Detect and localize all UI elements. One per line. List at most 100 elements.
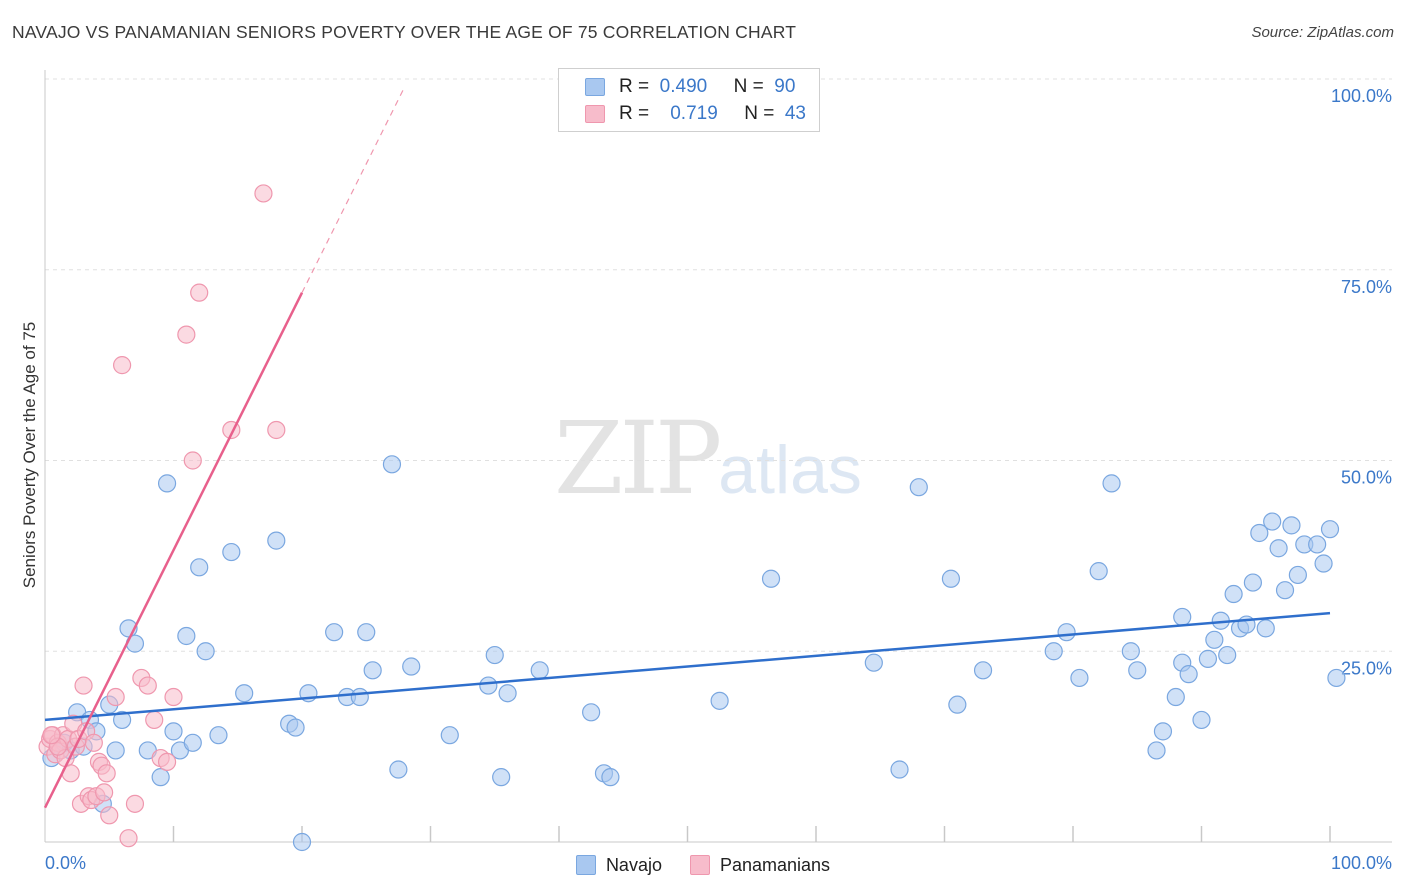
navajo-point: [357, 623, 376, 642]
navajo-point: [1121, 642, 1140, 661]
y-tick-label: 25.0%: [1341, 658, 1392, 678]
navajo-point: [973, 661, 993, 680]
navajo-r-label: R =: [619, 76, 650, 97]
panamanian-point: [190, 283, 209, 302]
navajo-legend-label: Navajo: [605, 854, 662, 875]
x-tick-label: 100.0%: [1331, 853, 1392, 873]
panamanian-swatch: [585, 105, 605, 123]
legend-row-navajo: R = 0.490 N = 90: [585, 75, 795, 99]
navajo-point: [530, 661, 549, 680]
navajo-point: [350, 687, 369, 707]
navajo-point: [112, 710, 132, 730]
navajo-point: [864, 653, 883, 672]
y-tick-label: 75.0%: [1341, 277, 1392, 297]
panamanian-point: [145, 710, 164, 730]
navajo-point: [1147, 741, 1166, 760]
navajo-point: [177, 626, 196, 646]
navajo-point: [402, 657, 421, 676]
navajo-point: [485, 645, 504, 665]
y-tick-label: 100.0%: [1331, 86, 1392, 106]
navajo-point: [325, 623, 344, 642]
navajo-point: [710, 691, 729, 710]
navajo-point: [292, 832, 312, 852]
panamanian-point: [183, 451, 202, 470]
panamanian-point: [97, 764, 116, 783]
navajo-point: [382, 455, 402, 474]
navajo-point: [196, 642, 215, 661]
panamanian-point: [42, 726, 61, 745]
panamanian-r-label: R =: [619, 103, 650, 124]
navajo-point: [1282, 516, 1301, 535]
navajo-point: [909, 478, 928, 497]
legend-item-navajo: Navajo: [575, 854, 662, 876]
navajo-point: [948, 695, 967, 714]
navajo-point: [601, 768, 620, 787]
panamanian-point: [177, 325, 196, 344]
navajo-point: [1179, 665, 1198, 684]
navajo-point: [1166, 687, 1185, 707]
panamanian-legend-label: Panamanians: [719, 854, 831, 875]
navajo-point: [1192, 710, 1211, 730]
navajo-point: [164, 722, 183, 741]
navajo-point: [235, 684, 254, 703]
navajo-point: [286, 718, 305, 737]
panamanian-point: [157, 752, 177, 771]
navajo-point: [389, 760, 408, 779]
navajo-point: [1288, 565, 1307, 585]
navajo-point: [363, 661, 382, 680]
navajo-point: [157, 474, 177, 493]
y-tick-label: 50.0%: [1341, 468, 1392, 488]
navajo-point: [479, 676, 498, 695]
navajo-point: [498, 684, 517, 703]
navajo-point: [151, 768, 170, 787]
navajo-point: [1218, 645, 1237, 665]
navajo-n-label: N =: [733, 76, 764, 97]
panamanian-point: [119, 829, 138, 848]
panamanian-legend-swatch: [689, 855, 710, 875]
navajo-point: [1153, 722, 1173, 741]
navajo-point: [941, 569, 961, 588]
navajo-point: [190, 558, 209, 577]
panamanian-n-label: N =: [744, 103, 775, 124]
correlation-legend: R = 0.490 N = 90 R = 0.719 N = 43: [558, 68, 820, 132]
panamanian-point: [254, 184, 273, 203]
panamanian-point: [74, 676, 93, 695]
navajo-point: [1327, 668, 1346, 688]
navajo-point: [1070, 668, 1089, 688]
navajo-point: [1256, 619, 1275, 638]
navajo-point: [1057, 623, 1076, 642]
navajo-point: [1205, 630, 1224, 649]
navajo-point: [1320, 520, 1340, 539]
legend-item-panamanians: Panamanians: [689, 854, 831, 876]
panamanian-point: [95, 783, 114, 802]
navajo-point: [222, 542, 241, 562]
panamanian-r-value: 0.719: [670, 103, 718, 124]
y-axis-label: Seniors Poverty Over the Age of 75: [20, 321, 39, 589]
navajo-point: [1044, 642, 1063, 661]
panamanian-point: [125, 794, 145, 813]
x-tick-label: 0.0%: [45, 853, 86, 873]
source-credit: Source: ZipAtlas.com: [1251, 24, 1394, 41]
navajo-point: [209, 726, 228, 745]
navajo-point: [267, 531, 286, 550]
panamanian-trend-line: [43, 292, 304, 809]
panamanian-trend-extension: [301, 86, 406, 293]
navajo-point: [1275, 581, 1295, 600]
navajo-r-value: 0.490: [659, 76, 708, 97]
navajo-point: [1102, 474, 1121, 493]
navajo-point: [582, 703, 601, 722]
navajo-point: [1128, 661, 1147, 680]
series-legend: Navajo Panamanians: [0, 850, 1406, 880]
navajo-trend-line: [44, 611, 1331, 722]
navajo-point: [1198, 649, 1218, 668]
navajo-swatch: [585, 78, 605, 96]
panamanian-point: [138, 676, 157, 695]
navajo-point: [1263, 512, 1282, 531]
chart-title: NAVAJO VS PANAMANIAN SENIORS POVERTY OVE…: [12, 22, 797, 42]
navajo-point: [440, 726, 459, 745]
navajo-point: [492, 768, 511, 787]
navajo-point: [761, 569, 781, 588]
navajo-point: [106, 741, 125, 760]
navajo-point: [890, 760, 909, 779]
navajo-n-value: 90: [774, 76, 796, 97]
